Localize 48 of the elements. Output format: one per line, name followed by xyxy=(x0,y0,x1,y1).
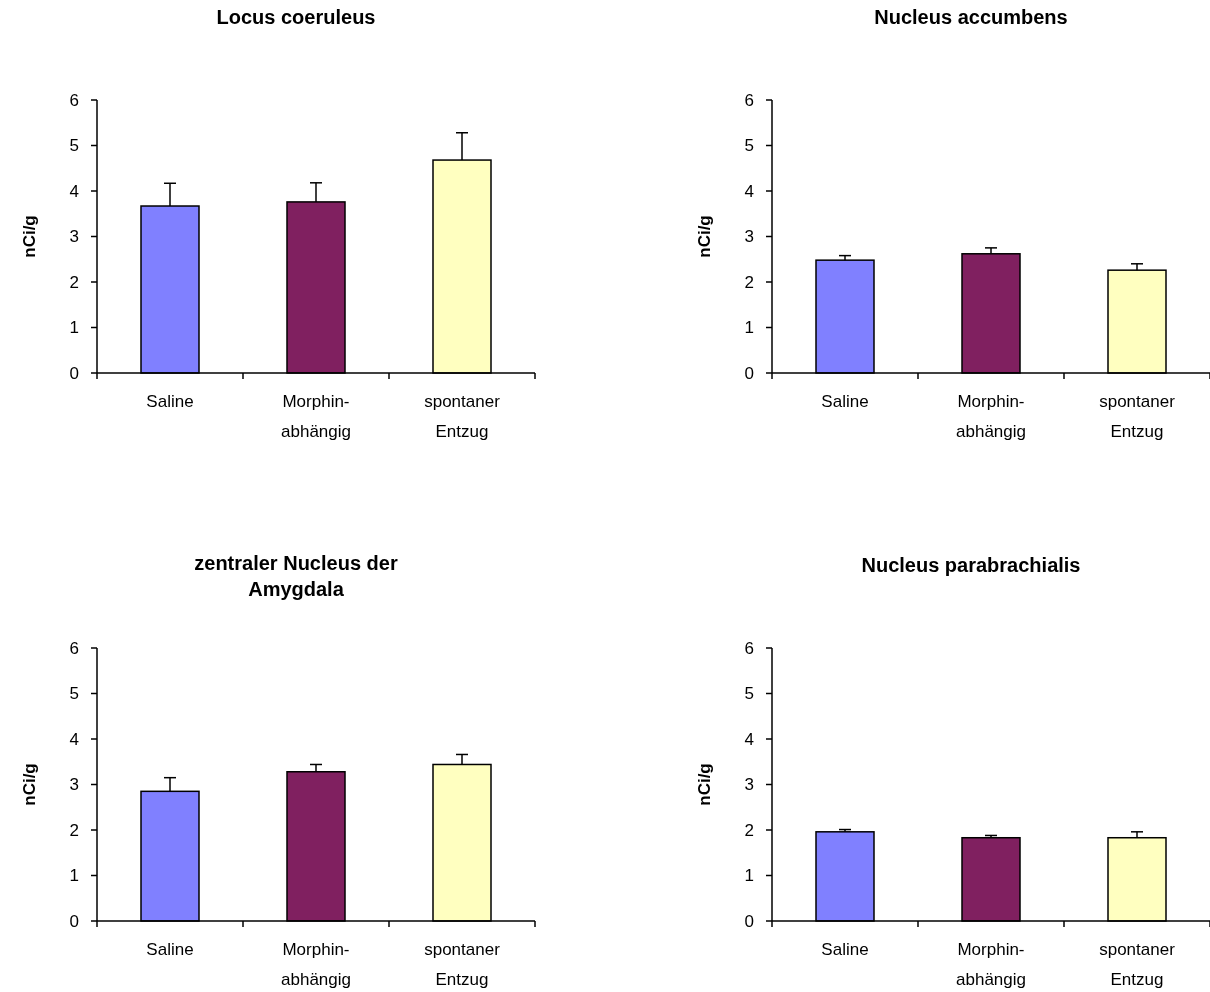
chart-title: Nucleus accumbens xyxy=(874,6,1068,28)
y-tick-label: 2 xyxy=(744,820,754,840)
x-tick-label: spontaner Entzug xyxy=(424,940,501,989)
x-tick-label: Morphin- abhängig xyxy=(281,940,351,989)
x-tick-label: Saline xyxy=(821,392,869,411)
chart-title: Locus coeruleus xyxy=(216,6,376,28)
y-tick-label: 6 xyxy=(744,638,754,658)
y-tick-label: 2 xyxy=(69,272,79,292)
y-axis-title: nCi/g xyxy=(20,763,39,806)
x-tick-label: spontaner Entzug xyxy=(1099,392,1176,441)
y-tick-label: 5 xyxy=(69,136,79,156)
y-tick-label: 0 xyxy=(744,911,754,931)
x-tick-label: spontaner Entzug xyxy=(1099,940,1176,989)
x-tick-label: Morphin- abhängig xyxy=(956,940,1026,989)
y-tick-label: 1 xyxy=(69,318,79,338)
y-tick-label: 4 xyxy=(69,181,79,201)
y-tick-label: 1 xyxy=(744,318,754,338)
y-tick-label: 3 xyxy=(744,227,754,247)
y-tick-label: 1 xyxy=(744,866,754,886)
x-tick-label: Morphin- abhängig xyxy=(956,392,1026,441)
y-tick-label: 3 xyxy=(69,775,79,795)
y-tick-label: 4 xyxy=(69,729,79,749)
y-tick-label: 6 xyxy=(744,90,754,110)
y-tick-label: 4 xyxy=(744,729,754,749)
y-tick-label: 5 xyxy=(69,684,79,704)
y-tick-label: 0 xyxy=(69,911,79,931)
y-tick-label: 2 xyxy=(744,272,754,292)
y-tick-label: 2 xyxy=(69,820,79,840)
x-tick-label: Saline xyxy=(146,940,194,959)
x-tick-label: Saline xyxy=(821,940,869,959)
chart-title: zentraler Nucleus der Amygdala xyxy=(194,552,398,600)
y-tick-label: 6 xyxy=(69,90,79,110)
y-tick-label: 4 xyxy=(744,181,754,201)
y-tick-label: 5 xyxy=(744,684,754,704)
y-tick-label: 3 xyxy=(744,775,754,795)
y-tick-label: 1 xyxy=(69,866,79,886)
y-tick-label: 0 xyxy=(69,363,79,383)
y-axis-title: nCi/g xyxy=(20,215,39,258)
x-tick-label: Morphin- abhängig xyxy=(281,392,351,441)
y-tick-label: 0 xyxy=(744,363,754,383)
y-tick-label: 3 xyxy=(69,227,79,247)
chart-title: Nucleus parabrachialis xyxy=(861,554,1081,576)
y-axis-title: nCi/g xyxy=(695,215,714,258)
y-axis-title: nCi/g xyxy=(695,763,714,806)
x-tick-label: spontaner Entzug xyxy=(424,392,501,441)
y-tick-label: 5 xyxy=(744,136,754,156)
y-tick-label: 6 xyxy=(69,638,79,658)
x-tick-label: Saline xyxy=(146,392,194,411)
